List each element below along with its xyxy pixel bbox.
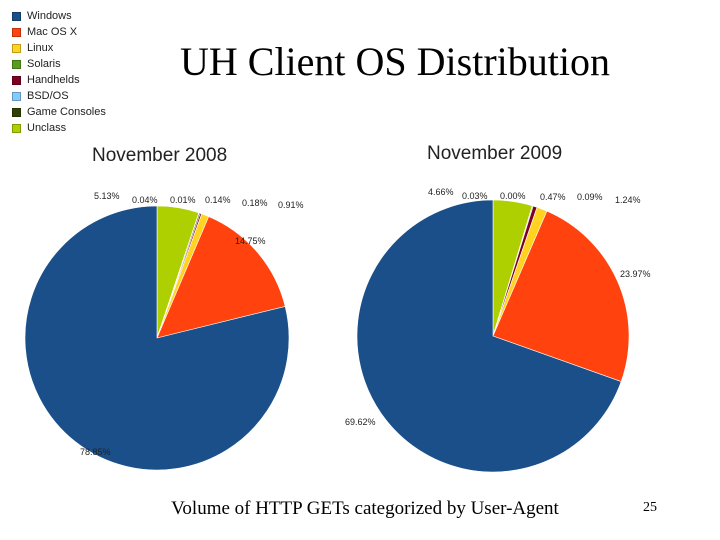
legend-swatch — [12, 59, 21, 69]
legend-label: Windows — [27, 10, 72, 22]
legend: Windows Mac OS X Linux Solaris Handhelds… — [12, 8, 106, 136]
data-label: 0.14% — [205, 195, 231, 205]
pie-slice-windows — [356, 199, 622, 473]
legend-swatch — [12, 43, 21, 53]
data-label: 0.00% — [500, 191, 526, 201]
legend-swatch — [12, 27, 21, 37]
data-label: 0.09% — [577, 192, 603, 202]
legend-item-bsd-os: BSD/OS — [12, 88, 106, 104]
legend-swatch — [12, 91, 21, 101]
legend-item-solaris: Solaris — [12, 56, 106, 72]
legend-item-handhelds: Handhelds — [12, 72, 106, 88]
data-label: 1.24% — [615, 195, 641, 205]
legend-label: Unclass — [27, 122, 67, 134]
data-label: 0.01% — [170, 195, 196, 205]
data-label: 0.04% — [132, 195, 158, 205]
legend-item-unclass: Unclass — [12, 120, 106, 136]
data-label: 5.13% — [94, 191, 120, 201]
legend-label: BSD/OS — [27, 90, 69, 102]
data-label: 69.62% — [345, 417, 376, 427]
data-label: 78.85% — [80, 447, 111, 457]
pie-slice-mac-os-x — [156, 216, 286, 339]
legend-label: Solaris — [27, 58, 61, 70]
chart-title-2008: November 2008 — [92, 145, 228, 166]
chart-title-2009: November 2009 — [427, 143, 563, 164]
legend-item-linux: Linux — [12, 40, 106, 56]
slide-title: UH Client OS Distribution — [179, 39, 611, 84]
legend-swatch — [12, 75, 21, 85]
legend-label: Handhelds — [27, 74, 80, 86]
pie-slice-windows — [24, 205, 290, 471]
legend-label: Mac OS X — [27, 26, 78, 38]
data-label: 0.91% — [278, 200, 304, 210]
legend-swatch — [12, 11, 21, 21]
legend-item-windows: Windows — [12, 8, 106, 24]
page-number: 25 — [643, 500, 657, 515]
data-label: 4.66% — [428, 187, 454, 197]
legend-swatch — [12, 123, 21, 133]
legend-item-game-consoles: Game Consoles — [12, 104, 106, 120]
data-label: 23.97% — [620, 269, 651, 279]
legend-swatch — [12, 107, 21, 117]
data-label: 0.03% — [462, 191, 488, 201]
slide-caption: Volume of HTTP GETs categorized by User-… — [171, 498, 559, 519]
data-label: 0.47% — [540, 192, 566, 202]
legend-item-mac-os-x: Mac OS X — [12, 24, 106, 40]
legend-label: Game Consoles — [27, 106, 106, 118]
data-label: 14.75% — [235, 236, 266, 246]
data-label: 0.18% — [242, 198, 268, 208]
pie-slice-mac-os-x — [492, 210, 630, 382]
legend-label: Linux — [27, 42, 54, 54]
